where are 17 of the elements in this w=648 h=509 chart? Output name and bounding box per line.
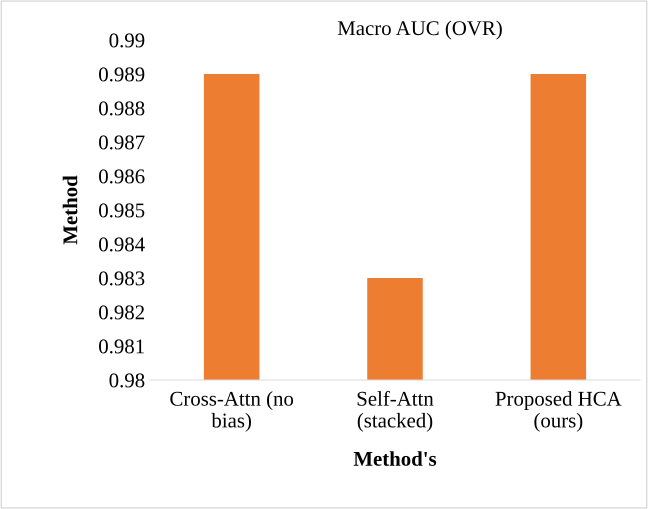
x-tick-label: Self-Attn (stacked) [358, 390, 434, 432]
y-tick-label: 0.981 [99, 339, 144, 354]
y-tick-label: 0.99 [109, 33, 144, 48]
y-axis-title: Method [62, 176, 78, 244]
y-tick-label: 0.989 [99, 67, 144, 82]
y-tick-label: 0.988 [99, 101, 144, 116]
chart-title: Macro AUC (OVR) [338, 20, 502, 40]
x-axis-title: Method's [354, 451, 436, 466]
x-tick-label: Proposed HCA (ours) [496, 391, 622, 432]
y-tick-label: 0.983 [99, 271, 144, 286]
x-tick-label: Cross-Attn (no bias) [170, 391, 294, 432]
y-tick-label: 0.987 [99, 135, 145, 150]
y-tick-label: 0.985 [99, 203, 144, 218]
y-tick-label: 0.98 [109, 373, 144, 388]
y-tick-label: 0.986 [99, 169, 145, 184]
y-tick-label: 0.982 [99, 305, 144, 320]
y-tick-label: 0.984 [99, 237, 145, 252]
